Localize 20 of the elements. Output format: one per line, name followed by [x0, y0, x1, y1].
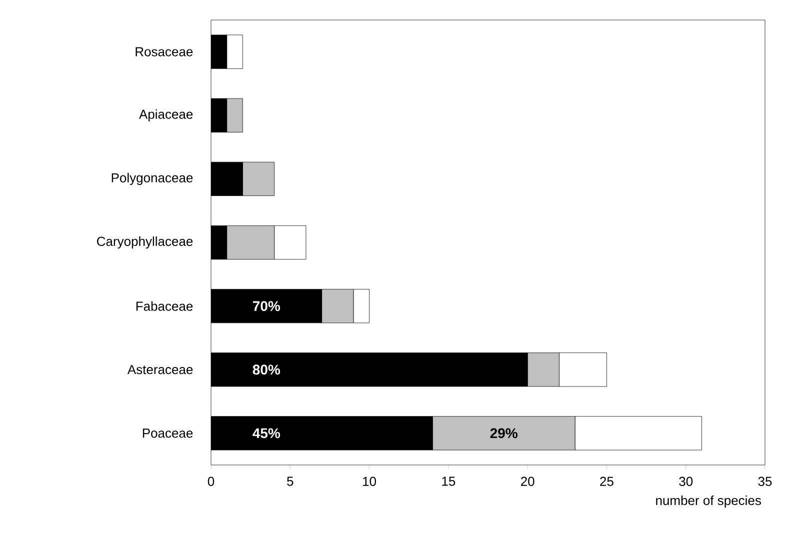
x-tick-label: 5 — [287, 476, 294, 486]
annotation: 70% — [252, 301, 280, 312]
y-tick-label: Rosaceae — [136, 47, 193, 56]
y-tick-label: Fabaceae — [136, 301, 193, 311]
x-axis-title: number of species — [656, 496, 761, 508]
annotation: 45% — [252, 428, 280, 438]
annotation: 29% — [490, 428, 518, 438]
x-tick-label: 15 — [442, 476, 456, 486]
x-tick-label: 0 — [208, 476, 214, 486]
annotation: 80% — [252, 364, 280, 375]
x-tick-label: 25 — [600, 476, 614, 486]
y-tick-label: Polygonaceae — [112, 172, 193, 185]
y-tick-label: Poaceae — [142, 428, 193, 438]
y-tick-label: Asteraceae — [127, 365, 193, 374]
x-tick-label: 30 — [679, 476, 693, 486]
x-tick-label: 10 — [363, 476, 376, 486]
y-tick-label: Apiaceae — [139, 109, 193, 122]
x-tick-label: 35 — [758, 476, 772, 486]
y-tick-label: Caryophyllaceae — [97, 236, 193, 249]
x-tick-label: 20 — [521, 476, 534, 486]
